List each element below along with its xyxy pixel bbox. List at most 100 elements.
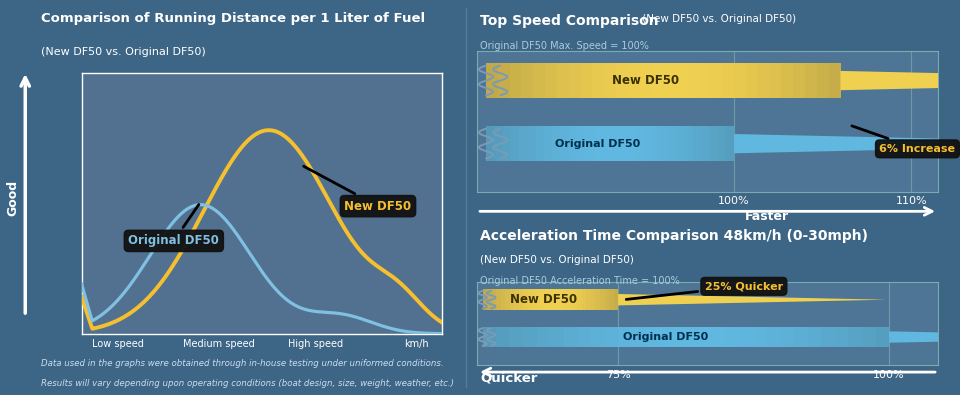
Bar: [828, 63, 841, 98]
Bar: [822, 327, 835, 348]
Bar: [521, 63, 534, 98]
Bar: [635, 126, 643, 161]
Bar: [486, 63, 498, 98]
Bar: [510, 63, 522, 98]
Text: Faster: Faster: [745, 210, 789, 223]
Bar: [781, 63, 794, 98]
Bar: [511, 126, 519, 161]
Bar: [734, 63, 746, 98]
Bar: [672, 327, 686, 348]
Bar: [628, 63, 640, 98]
Bar: [541, 289, 546, 310]
Bar: [533, 63, 545, 98]
Bar: [592, 63, 605, 98]
Bar: [600, 289, 605, 310]
Bar: [500, 289, 505, 310]
Bar: [557, 63, 569, 98]
Bar: [794, 327, 808, 348]
Bar: [591, 289, 596, 310]
Bar: [593, 126, 602, 161]
Text: (New DF50 vs. Original DF50): (New DF50 vs. Original DF50): [639, 14, 797, 24]
Text: Acceleration Time Comparison 48km/h (0-30mph): Acceleration Time Comparison 48km/h (0-3…: [480, 229, 868, 243]
Text: 25% Quicker: 25% Quicker: [626, 281, 783, 299]
Bar: [609, 289, 613, 310]
Bar: [693, 126, 702, 161]
Bar: [684, 126, 693, 161]
Bar: [560, 289, 564, 310]
Bar: [568, 126, 577, 161]
Bar: [876, 327, 889, 348]
Text: Good: Good: [7, 179, 19, 216]
Bar: [632, 327, 645, 348]
Bar: [604, 63, 616, 98]
Bar: [713, 327, 727, 348]
Bar: [528, 289, 533, 310]
Bar: [527, 126, 536, 161]
Bar: [770, 63, 781, 98]
Bar: [515, 289, 519, 310]
Text: Original DF50: Original DF50: [623, 332, 708, 342]
Bar: [610, 126, 618, 161]
Bar: [663, 63, 676, 98]
Bar: [487, 289, 492, 310]
Text: Original DF50: Original DF50: [555, 139, 640, 149]
Text: New DF50: New DF50: [510, 293, 577, 306]
Bar: [605, 327, 618, 348]
Text: Quicker: Quicker: [480, 371, 538, 384]
Text: Top Speed Comparison: Top Speed Comparison: [480, 14, 659, 28]
Text: Results will vary depending upon operating conditions (boat design, size, weight: Results will vary depending upon operati…: [41, 379, 454, 388]
Bar: [587, 289, 591, 310]
Bar: [591, 327, 605, 348]
Bar: [727, 327, 740, 348]
Bar: [577, 126, 586, 161]
Bar: [586, 126, 594, 161]
Bar: [618, 327, 632, 348]
Bar: [862, 327, 876, 348]
Bar: [726, 126, 734, 161]
Bar: [675, 63, 687, 98]
Polygon shape: [618, 294, 886, 305]
Bar: [613, 289, 618, 310]
Bar: [523, 289, 528, 310]
Bar: [552, 126, 561, 161]
Bar: [550, 327, 564, 348]
Bar: [618, 126, 627, 161]
Bar: [555, 289, 560, 310]
Bar: [545, 63, 557, 98]
Bar: [483, 327, 496, 348]
Text: Original DF50 Max. Speed = 100%: Original DF50 Max. Speed = 100%: [480, 41, 649, 51]
Text: Data used in the graphs were obtained through in-house testing under uniformed c: Data used in the graphs were obtained th…: [41, 359, 444, 369]
Bar: [536, 126, 544, 161]
Bar: [805, 63, 817, 98]
Bar: [523, 327, 537, 348]
Bar: [616, 63, 628, 98]
Bar: [793, 63, 805, 98]
Text: Original DF50: Original DF50: [129, 205, 219, 247]
Polygon shape: [734, 134, 960, 153]
Bar: [581, 63, 592, 98]
Text: 6% Increase: 6% Increase: [852, 126, 955, 154]
Bar: [746, 63, 758, 98]
Bar: [740, 327, 754, 348]
Bar: [659, 327, 673, 348]
Bar: [544, 126, 553, 161]
Bar: [577, 289, 582, 310]
Bar: [577, 327, 591, 348]
Polygon shape: [889, 331, 960, 343]
Bar: [564, 327, 578, 348]
Bar: [754, 327, 767, 348]
Bar: [835, 327, 849, 348]
Bar: [494, 126, 503, 161]
Bar: [561, 126, 569, 161]
Bar: [627, 126, 636, 161]
Bar: [537, 289, 541, 310]
Bar: [643, 126, 652, 161]
Bar: [668, 126, 677, 161]
Bar: [849, 327, 862, 348]
Bar: [483, 289, 488, 310]
Bar: [722, 63, 734, 98]
Bar: [498, 63, 510, 98]
Bar: [595, 289, 600, 310]
Bar: [605, 289, 610, 310]
Bar: [699, 63, 710, 98]
